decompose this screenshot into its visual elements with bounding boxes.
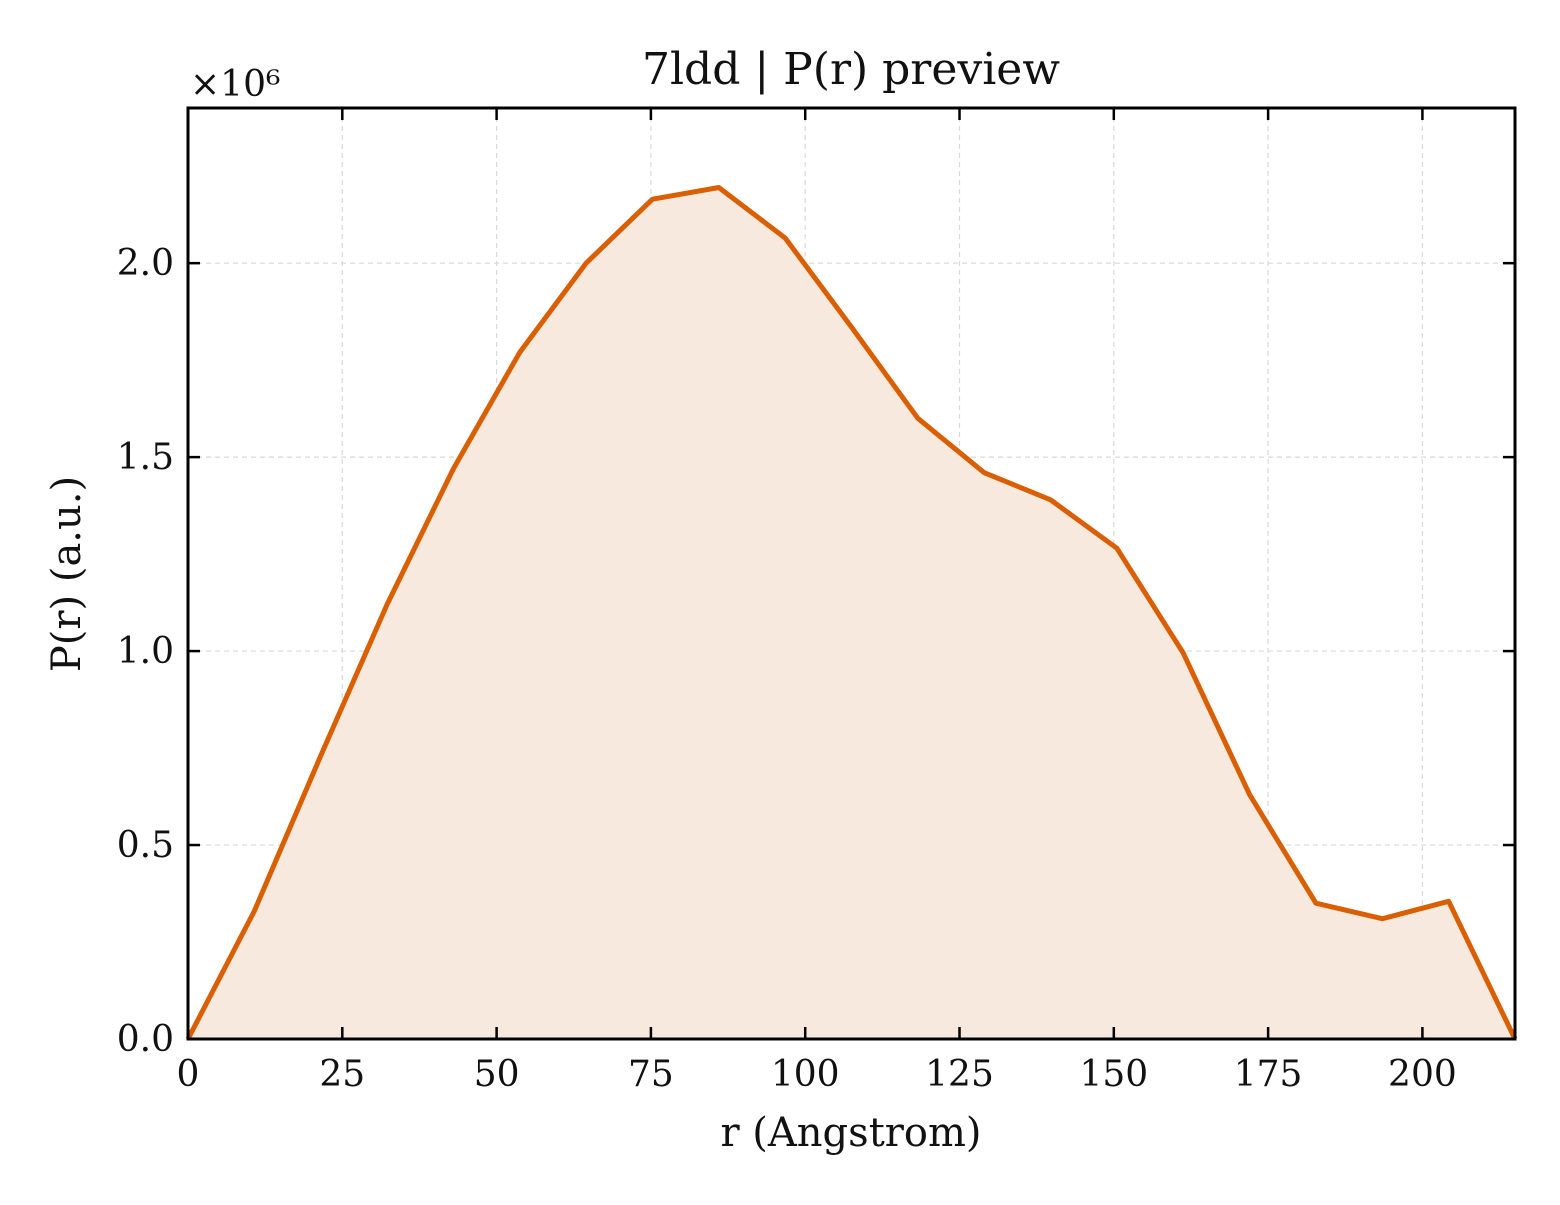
x-tick-label: 100 xyxy=(771,1054,840,1095)
x-tick-label: 150 xyxy=(1079,1054,1148,1095)
y-axis-offset-label: ×10⁶ xyxy=(190,64,280,105)
y-tick-label: 1.0 xyxy=(117,631,174,672)
series-area-fill xyxy=(188,188,1515,1039)
x-tick-label: 75 xyxy=(628,1054,674,1095)
x-axis-label: r (Angstrom) xyxy=(720,1110,981,1156)
plot-area xyxy=(188,187,1515,1039)
x-tick-label: 25 xyxy=(319,1054,365,1095)
chart-title: 7ldd | P(r) preview xyxy=(642,44,1060,95)
y-tick-label: 1.5 xyxy=(117,437,174,478)
x-tick-label: 175 xyxy=(1234,1054,1303,1095)
x-tick-label: 0 xyxy=(177,1054,200,1095)
y-tick-label: 0.0 xyxy=(117,1019,174,1060)
y-tick-label: 2.0 xyxy=(117,243,174,284)
x-tick-label: 200 xyxy=(1388,1054,1457,1095)
y-tick-label: 0.5 xyxy=(117,825,174,866)
x-tick-label: 50 xyxy=(474,1054,520,1095)
x-tick-label: 125 xyxy=(925,1054,994,1095)
y-axis-label: P(r) (a.u.) xyxy=(44,476,90,672)
